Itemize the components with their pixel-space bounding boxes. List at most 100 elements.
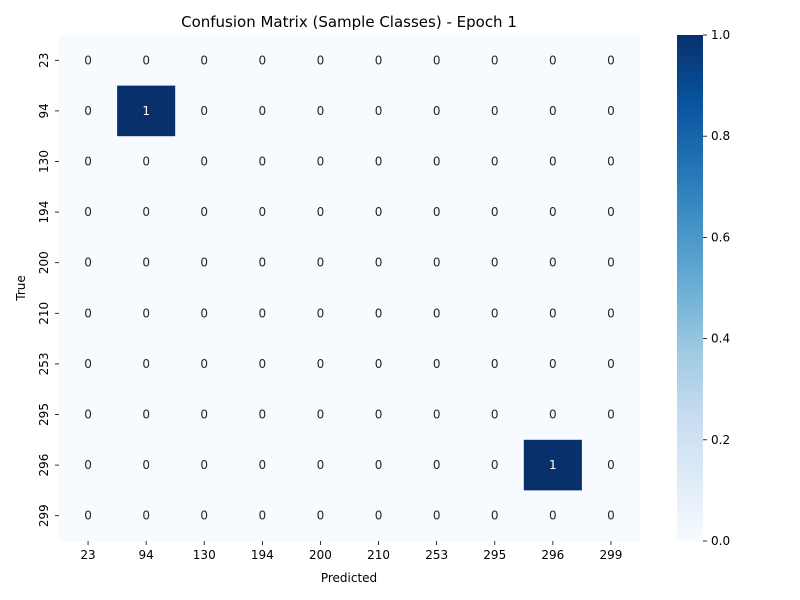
heatmap-cell-value: 0 [375, 408, 383, 422]
heatmap-cell-value: 0 [491, 155, 499, 169]
heatmap-cell [407, 85, 467, 137]
heatmap-cell [291, 288, 350, 340]
heatmap-cell [407, 389, 467, 441]
heatmap-cell-value: 0 [84, 306, 92, 320]
heatmap-cell-value: 0 [433, 205, 441, 219]
y-tick-label: 253 [37, 352, 51, 375]
heatmap-cell-value: 0 [491, 256, 499, 270]
heatmap-cell-value: 0 [549, 509, 557, 523]
heatmap-cell-value: 0 [142, 155, 150, 169]
heatmap-cell-value: 0 [142, 53, 150, 67]
x-tick-label: 296 [541, 548, 564, 562]
heatmap-cell-value: 0 [200, 357, 208, 371]
heatmap-cell-value: 0 [259, 306, 267, 320]
heatmap-cell [233, 237, 292, 289]
heatmap-cell-labels: 0 0 0 0 0 0 0 0 0 0 0 1 0 0 0 0 0 0 0 0 0 0 0 0 0 0 0 0 0 0 0 0 0 0 0 0 0 0 0 0… [84, 53, 615, 522]
heatmap-cell [175, 490, 234, 542]
heatmap-cell [465, 237, 525, 289]
heatmap-cell-value: 0 [491, 357, 499, 371]
chart-title: Confusion Matrix (Sample Classes) - Epoc… [181, 13, 517, 31]
heatmap-cell [349, 389, 409, 441]
heatmap-cell-value: 0 [549, 256, 557, 270]
heatmap-cell-value: 0 [491, 306, 499, 320]
heatmap-cell [117, 237, 176, 289]
x-axis-ticks: 23 94 130 194 200 210 253 295 296 299 [80, 541, 622, 562]
heatmap-cell [407, 338, 467, 390]
heatmap-cell [581, 136, 641, 188]
heatmap-cell-value: 0 [142, 205, 150, 219]
heatmap-cell-value: 0 [259, 205, 267, 219]
heatmap-cell [523, 237, 583, 289]
x-tick-label: 295 [483, 548, 506, 562]
x-tick-label: 200 [309, 548, 332, 562]
colorbar-tick-label: 0.6 [711, 230, 730, 244]
heatmap-cell-value: 0 [607, 104, 615, 118]
heatmap-cell-value: 0 [549, 53, 557, 67]
heatmap-cell [581, 237, 641, 289]
heatmap-cell [581, 490, 641, 542]
heatmap-cell-value: 0 [200, 256, 208, 270]
heatmap-cell-value: 0 [84, 104, 92, 118]
heatmap-cell-value: 0 [607, 458, 615, 472]
heatmap-cell-value: 0 [433, 408, 441, 422]
heatmap-cell-value: 0 [84, 205, 92, 219]
heatmap-cell-value: 0 [375, 256, 383, 270]
heatmap-cell-value: 0 [259, 256, 267, 270]
heatmap-cell [581, 338, 641, 390]
heatmap-cell [523, 490, 583, 542]
heatmap-cell [117, 85, 176, 137]
heatmap-cell-value: 1 [142, 104, 150, 118]
heatmap-cell [59, 490, 118, 542]
heatmap-cell-value: 0 [607, 306, 615, 320]
x-tick-label: 23 [80, 548, 95, 562]
heatmap-cell [407, 35, 467, 87]
heatmap-cell [523, 136, 583, 188]
heatmap-cell-value: 0 [200, 104, 208, 118]
heatmap-cell [117, 186, 176, 238]
heatmap-cell-value: 0 [317, 357, 325, 371]
heatmap-cell-value: 0 [200, 53, 208, 67]
heatmap-cell [117, 136, 176, 188]
heatmap-cell [59, 439, 118, 491]
heatmap-cell [175, 237, 234, 289]
heatmap-cell-value: 0 [549, 155, 557, 169]
heatmap-cell-value: 0 [375, 357, 383, 371]
x-tick-label: 299 [599, 548, 622, 562]
colorbar-tick-label: 1.0 [711, 28, 730, 42]
heatmap-cell [581, 85, 641, 137]
heatmap-cell [59, 136, 118, 188]
heatmap-cell [175, 186, 234, 238]
heatmap-cell [407, 288, 467, 340]
heatmap-cell-value: 0 [200, 306, 208, 320]
heatmap-cell-value: 0 [549, 104, 557, 118]
heatmap-cell [233, 288, 292, 340]
heatmap-cell [291, 439, 350, 491]
colorbar-ticks: 0.0 0.2 0.4 0.6 0.8 1.0 [703, 28, 730, 548]
heatmap-cell [117, 35, 176, 87]
heatmap-cell-value: 0 [142, 509, 150, 523]
heatmap-cell-value: 0 [375, 458, 383, 472]
y-tick-label: 296 [37, 454, 51, 477]
colorbar [677, 35, 703, 541]
heatmap-cell-value: 0 [491, 53, 499, 67]
heatmap-cell-value: 0 [549, 306, 557, 320]
heatmap-cell-value: 0 [375, 104, 383, 118]
heatmap-cell [465, 389, 525, 441]
heatmap-cell [291, 35, 350, 87]
x-tick-label: 194 [251, 548, 274, 562]
heatmap-cell [175, 389, 234, 441]
x-tick-label: 94 [139, 548, 154, 562]
heatmap-cell-value: 0 [259, 155, 267, 169]
heatmap-cell-value: 0 [200, 408, 208, 422]
heatmap-cell-value: 0 [84, 53, 92, 67]
heatmap-cell [233, 35, 292, 87]
heatmap-cell [465, 439, 525, 491]
heatmap-cell [59, 237, 118, 289]
x-tick-label: 210 [367, 548, 390, 562]
heatmap-cell-value: 0 [375, 155, 383, 169]
y-tick-label: 210 [37, 302, 51, 325]
heatmap-cell-value: 0 [317, 256, 325, 270]
heatmap-cell [349, 186, 409, 238]
heatmap-cell [349, 439, 409, 491]
heatmap-cell [233, 389, 292, 441]
